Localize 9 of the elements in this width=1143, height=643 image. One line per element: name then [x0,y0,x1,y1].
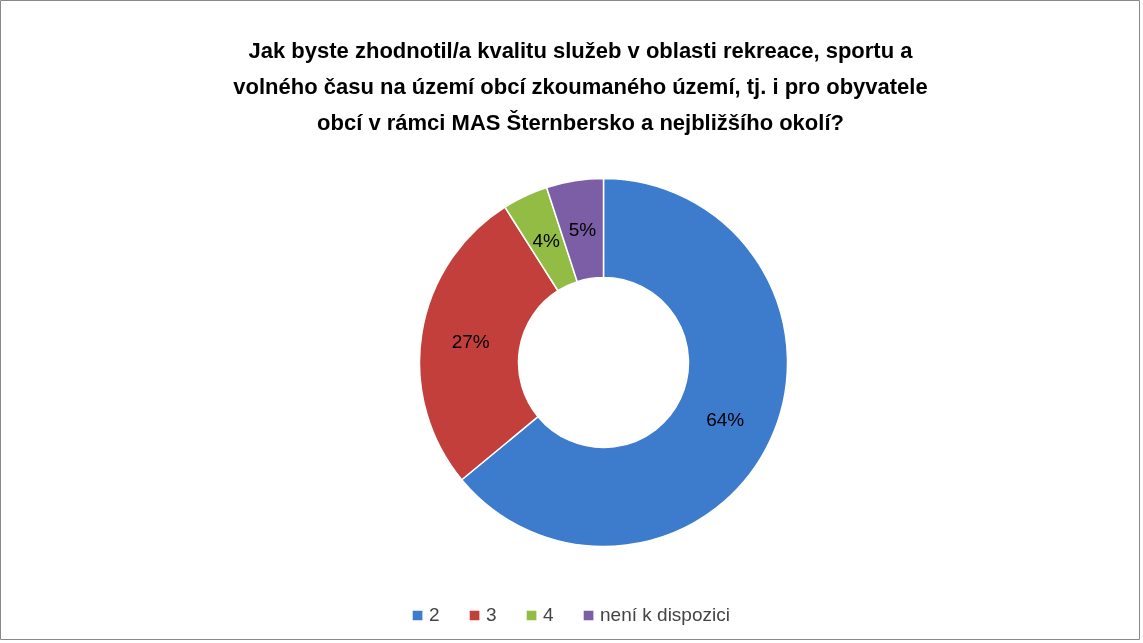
legend-label: 4 [543,604,555,626]
legend-label: 2 [429,604,441,626]
legend-label: není k dispozici [600,604,730,626]
data-label: 4% [532,230,561,252]
legend-label: 3 [486,604,498,626]
data-label: 27% [451,330,490,352]
chart-title: Jak byste zhodnotil/a kvalitu služeb v oblasti rekreace, sportu a volného času na území obcí zkoumaného území, tj. i pro obyvatele obcí v rámci MAS Šternbersko a nejbližšího okolí? [233,38,928,135]
data-label: 64% [706,409,745,431]
data-label: 5% [568,219,597,241]
